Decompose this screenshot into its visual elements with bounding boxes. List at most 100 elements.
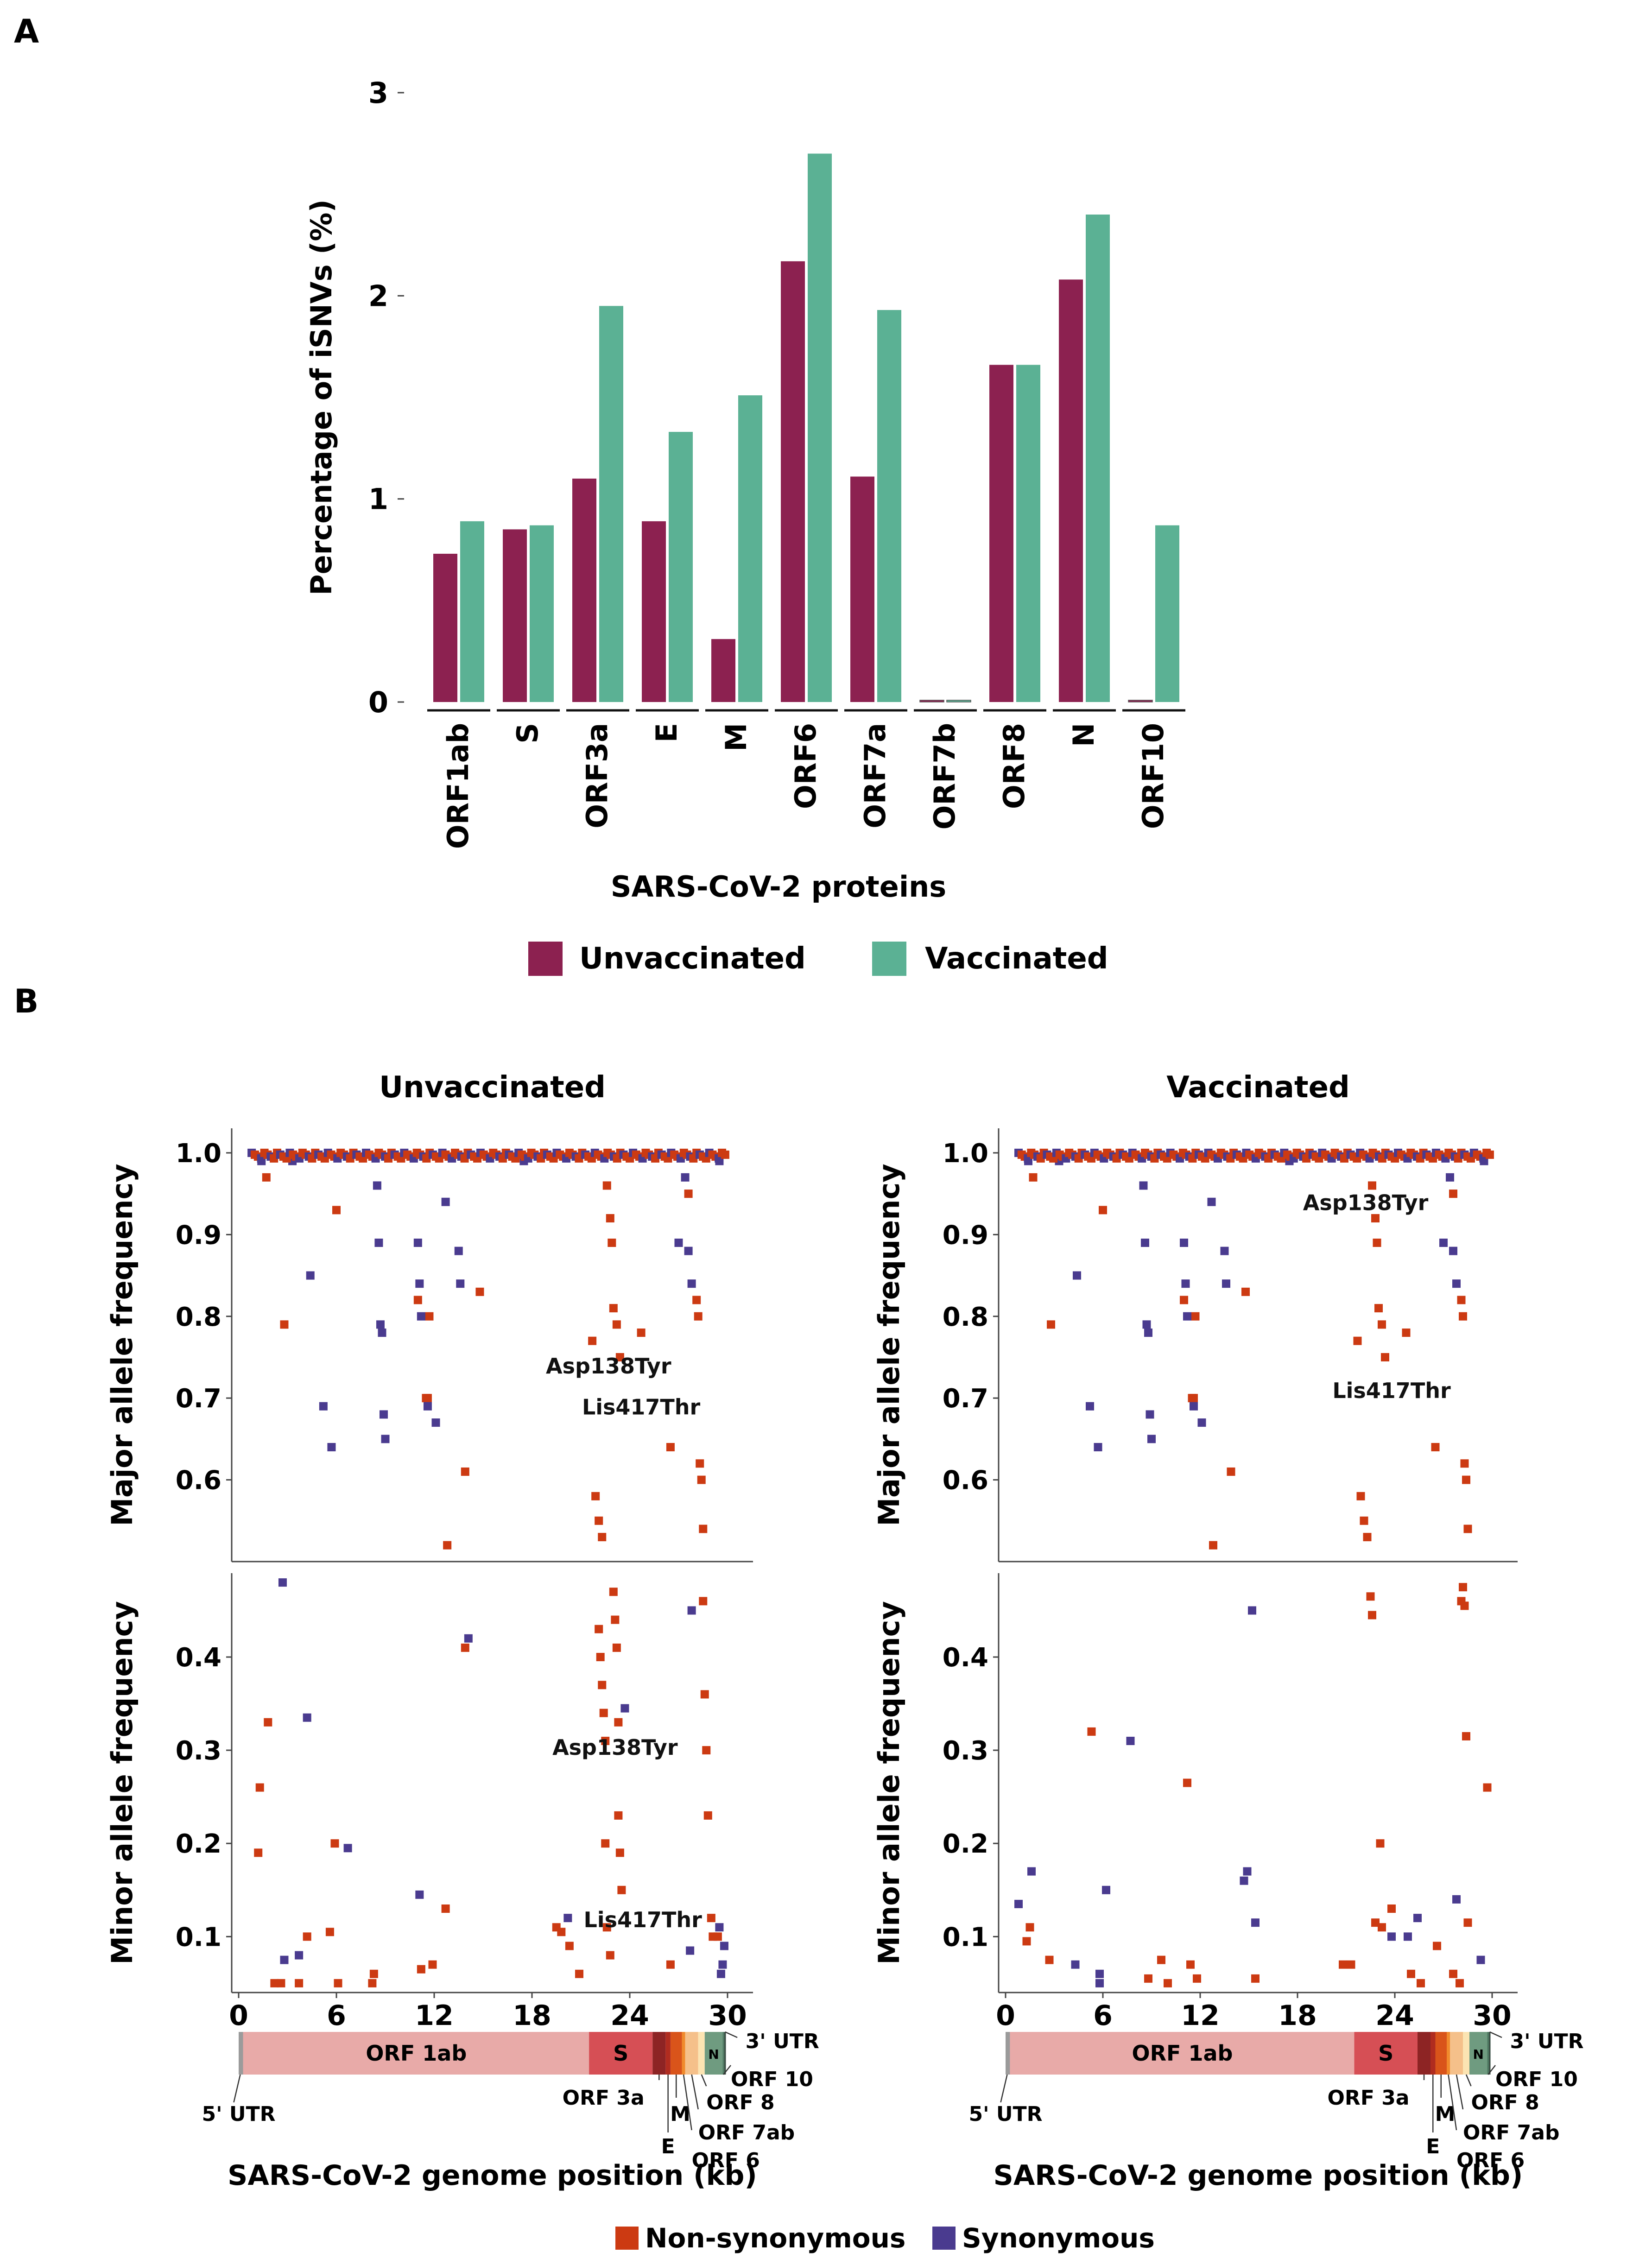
bar-orf3a-unvaccinated	[572, 478, 596, 702]
major-y-tick-label: 0.6	[943, 1466, 988, 1496]
major-syn-point	[1073, 1271, 1081, 1280]
genome-label-m: M	[670, 2102, 690, 2126]
major-syn-point	[431, 1418, 440, 1427]
major-nonsyn-point	[602, 1181, 611, 1190]
bar-orf3a-vaccinated	[599, 306, 623, 702]
minor-nonsyn-point	[1459, 1583, 1467, 1592]
major-syn-point	[681, 1173, 690, 1182]
major-nonsyn-point	[1099, 1206, 1107, 1215]
minor-nonsyn-point	[303, 1932, 311, 1941]
minor-syn-point	[720, 1942, 728, 1950]
minor-nonsyn-point	[598, 1681, 607, 1689]
x-axis-label: SARS-CoV-2 genome position (kb)	[228, 2159, 757, 2192]
genome-segment-n	[704, 2032, 723, 2075]
genome-label-utr3: 3' UTR	[746, 2030, 819, 2053]
minor-syn-point	[1071, 1960, 1080, 1969]
annotation-asp138tyr: Asp138Tyr	[552, 1735, 678, 1760]
minor-syn-point	[1452, 1895, 1461, 1904]
legend-b-nonsyn-swatch	[615, 2227, 639, 2250]
bar-n-vaccinated	[1086, 215, 1110, 702]
major-nonsyn-point	[1191, 1312, 1200, 1321]
major-nonsyn-point	[612, 1320, 621, 1329]
bar-e-vaccinated	[669, 432, 693, 702]
bar-e-unvaccinated	[642, 521, 666, 702]
minor-nonsyn-point	[1339, 1960, 1347, 1969]
genome-segment-n	[1469, 2032, 1487, 2075]
major-nonsyn-point	[1374, 1304, 1383, 1313]
minor-syn-point	[1014, 1899, 1023, 1908]
major-syn-point	[413, 1238, 422, 1247]
genome-label-utr5: 5' UTR	[968, 2102, 1042, 2126]
minor-y-tick-label: 0.3	[943, 1736, 988, 1766]
major-syn-point	[423, 1402, 432, 1411]
major-syn-point	[306, 1271, 315, 1280]
major-syn-point	[415, 1279, 424, 1288]
x-tick-label-n: N	[1067, 723, 1101, 747]
bar-orf7a-vaccinated	[877, 310, 901, 702]
major-syn-point	[417, 1312, 425, 1321]
minor-nonsyn-point	[601, 1737, 610, 1745]
genome-segment-orf8	[1463, 2032, 1469, 2075]
y-axis-label: Percentage of iSNVs (%)	[304, 199, 338, 595]
minor-nonsyn-point	[428, 1960, 437, 1969]
minor-syn-point	[295, 1951, 304, 1960]
x-tick-label: 12	[1181, 1999, 1220, 2032]
genome-label-orf8: ORF 8	[706, 2091, 774, 2114]
major-syn-point	[1220, 1246, 1229, 1255]
major-syn-point	[454, 1246, 463, 1255]
minor-syn-point	[563, 1914, 572, 1923]
genome-leader-line	[1487, 2065, 1496, 2075]
minor-nonsyn-point	[707, 1914, 715, 1923]
genome-segment-utr3	[724, 2032, 726, 2075]
genome-segment-orf3a	[1418, 2032, 1430, 2075]
major-nonsyn-point	[332, 1206, 341, 1215]
major-nonsyn-point	[1457, 1296, 1466, 1304]
minor-nonsyn-point	[702, 1746, 711, 1755]
minor-nonsyn-point	[1463, 1918, 1472, 1927]
major-nonsyn-point	[475, 1287, 484, 1296]
minor-nonsyn-point	[1045, 1955, 1054, 1964]
minor-nonsyn-point	[1186, 1960, 1195, 1969]
major-nonsyn-point	[1356, 1492, 1365, 1500]
genome-segment-utr5	[1006, 2032, 1010, 2075]
minor-nonsyn-point	[595, 1625, 603, 1633]
minor-nonsyn-point	[614, 1811, 623, 1820]
bar-orf8-unvaccinated	[989, 365, 1013, 702]
major-fixed-point	[721, 1150, 729, 1159]
minor-nonsyn-point	[1407, 1969, 1415, 1978]
genome-label-orf7ab: ORF 7ab	[698, 2121, 795, 2145]
genome-segment-orf10	[722, 2032, 724, 2075]
minor-nonsyn-point	[254, 1848, 263, 1857]
genome-label-orf3a: ORF 3a	[563, 2086, 645, 2110]
genome-leader-line	[233, 2074, 241, 2103]
major-syn-point	[1144, 1329, 1152, 1337]
minor-nonsyn-point	[609, 1588, 618, 1596]
x-tick-label-orf10: ORF10	[1136, 723, 1170, 829]
major-syn-point	[1180, 1238, 1188, 1247]
minor-nonsyn-point	[699, 1597, 708, 1606]
panel-title: Vaccinated	[1166, 1070, 1350, 1105]
genome-label-s: S	[613, 2041, 628, 2066]
major-y-tick-label: 1.0	[176, 1139, 222, 1169]
major-nonsyn-point	[609, 1304, 618, 1313]
major-nonsyn-point	[1227, 1467, 1235, 1476]
genome-label-orf1ab: ORF 1ab	[1132, 2041, 1233, 2066]
major-y-tick-label: 0.6	[176, 1466, 222, 1496]
major-syn-point	[1086, 1402, 1094, 1411]
minor-syn-point	[1095, 1979, 1104, 1987]
annotation-lis417thr: Lis417Thr	[1332, 1378, 1451, 1403]
major-syn-point	[319, 1402, 328, 1411]
minor-nonsyn-point	[1157, 1955, 1165, 1964]
genome-leader-line	[701, 2074, 707, 2087]
x-tick-label-s: S	[511, 723, 544, 744]
x-tick-label: 24	[610, 1999, 649, 2032]
minor-nonsyn-point	[614, 1718, 623, 1727]
minor-nonsyn-point	[1483, 1783, 1492, 1792]
minor-nonsyn-point	[1378, 1923, 1386, 1932]
major-nonsyn-point	[1460, 1459, 1469, 1468]
minor-syn-point	[1102, 1885, 1110, 1894]
major-nonsyn-point	[684, 1189, 693, 1198]
bar-orf6-unvaccinated	[781, 261, 805, 702]
legend-b-syn-swatch	[932, 2227, 956, 2250]
minor-syn-point	[343, 1844, 352, 1853]
